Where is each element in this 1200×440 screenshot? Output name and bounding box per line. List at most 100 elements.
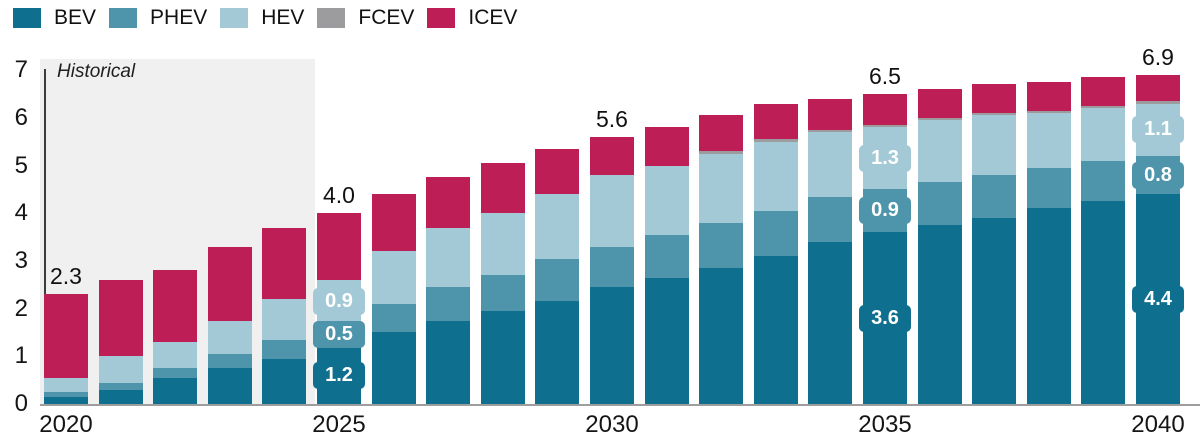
bar-segment-phev	[972, 175, 1017, 218]
bar-segment-phev	[153, 368, 198, 378]
bar-group	[44, 294, 88, 404]
bar-group	[808, 98, 853, 404]
bar-segment-bev	[371, 332, 416, 404]
bar-segment-bev	[535, 301, 580, 404]
legend-label-bev: BEV	[54, 6, 97, 29]
bar-segment-bev	[753, 256, 798, 404]
bar-segment-fcev	[699, 151, 744, 154]
x-tick-label: 2040	[1131, 411, 1185, 438]
bev-color-swatch-icon	[13, 8, 41, 28]
y-tick-label: 3	[14, 246, 28, 274]
legend-label-hev: HEV	[261, 6, 305, 29]
bar-segment-hev	[371, 251, 416, 304]
bar-group	[207, 246, 252, 404]
legend-item-icev: ICEV	[427, 7, 517, 29]
segment-value-label: 0.5	[313, 321, 365, 349]
bar-segment-hev	[98, 356, 143, 383]
bar-segment-hev	[590, 175, 634, 247]
bar-segment-hev	[480, 213, 525, 276]
bar-segment-icev	[753, 103, 798, 140]
bar-segment-bev	[44, 396, 88, 404]
bar-segment-hev	[207, 320, 252, 354]
bar-group	[153, 270, 198, 404]
bar-segment-bev	[590, 287, 634, 404]
bar-segment-bev	[1026, 208, 1071, 404]
x-tick-label: 2025	[312, 411, 366, 438]
bar-segment-hev	[753, 141, 798, 211]
bar-segment-phev	[480, 275, 525, 311]
bar-segment-fcev	[808, 129, 853, 133]
total-value-label: 6.9	[1142, 43, 1174, 70]
y-tick-label: 1	[14, 342, 28, 370]
bar-group	[590, 136, 634, 404]
total-value-label: 2.3	[50, 263, 82, 290]
bar-segment-icev	[262, 227, 307, 300]
legend-label-phev: PHEV	[150, 6, 208, 29]
bar-segment-fcev	[1026, 110, 1071, 114]
bar-group	[699, 115, 744, 404]
y-tick-label: 4	[14, 199, 28, 227]
bar-segment-fcev	[972, 113, 1017, 116]
bar-segment-phev	[44, 392, 88, 397]
legend-item-bev: BEV	[13, 7, 96, 29]
bar-segment-phev	[98, 382, 143, 390]
historical-region-label: Historical	[57, 61, 136, 82]
bar-segment-fcev	[917, 117, 962, 121]
bar-segment-icev	[207, 246, 252, 321]
icev-color-swatch-icon	[427, 8, 456, 28]
bar-segment-hev	[535, 194, 580, 259]
bar-group	[371, 194, 416, 404]
bar-group	[863, 93, 907, 404]
y-tick-label: 6	[14, 103, 28, 131]
segment-value-label: 4.4	[1132, 285, 1184, 313]
y-axis-line	[44, 69, 46, 405]
bar-group	[426, 177, 471, 404]
segment-value-label: 0.9	[313, 287, 365, 315]
bar-segment-icev	[917, 89, 962, 118]
bar-segment-icev	[972, 84, 1017, 114]
x-tick-label: 2035	[858, 411, 912, 438]
bar-segment-bev	[426, 320, 471, 404]
bar-segment-icev	[808, 98, 853, 130]
segment-value-label: 0.8	[1132, 161, 1184, 189]
total-value-label: 6.5	[869, 62, 901, 89]
bar-segment-phev	[535, 258, 580, 302]
bar-segment-hev	[262, 299, 307, 340]
bar-segment-hev	[699, 153, 744, 223]
legend-label-fcev: FCEV	[358, 6, 415, 29]
bar-segment-icev	[699, 115, 744, 152]
bar-segment-phev	[207, 353, 252, 369]
bar-segment-phev	[808, 196, 853, 242]
bar-segment-hev	[44, 377, 88, 393]
y-tick-label: 0	[14, 390, 28, 417]
segment-value-label: 1.2	[313, 361, 365, 389]
bar-segment-icev	[535, 148, 580, 195]
bar-segment-icev	[480, 163, 525, 214]
bar-segment-fcev	[753, 139, 798, 142]
bar-group	[972, 84, 1017, 404]
bar-segment-icev	[1136, 74, 1180, 102]
segment-value-label: 3.6	[859, 304, 911, 332]
bar-group	[535, 148, 580, 404]
bar-segment-hev	[808, 132, 853, 197]
bar-segment-phev	[262, 339, 307, 359]
bar-segment-phev	[426, 287, 471, 321]
hev-color-swatch-icon	[220, 8, 249, 28]
bar-segment-icev	[371, 194, 416, 252]
y-tick-label: 7	[14, 56, 28, 84]
bar-segment-phev	[699, 222, 744, 269]
bar-group	[262, 227, 307, 404]
bar-segment-bev	[917, 225, 962, 404]
x-tick-label: 2030	[585, 411, 639, 438]
bar-segment-icev	[1081, 77, 1126, 106]
bar-segment-phev	[753, 210, 798, 257]
bar-segment-fcev	[1136, 101, 1180, 104]
y-tick-label: 5	[14, 151, 28, 179]
fcev-color-swatch-icon	[317, 8, 346, 28]
bar-segment-phev	[1026, 167, 1071, 209]
bar-segment-fcev	[863, 124, 907, 128]
bar-segment-bev	[808, 241, 853, 404]
bar-segment-hev	[917, 120, 962, 183]
phev-color-swatch-icon	[109, 8, 138, 28]
